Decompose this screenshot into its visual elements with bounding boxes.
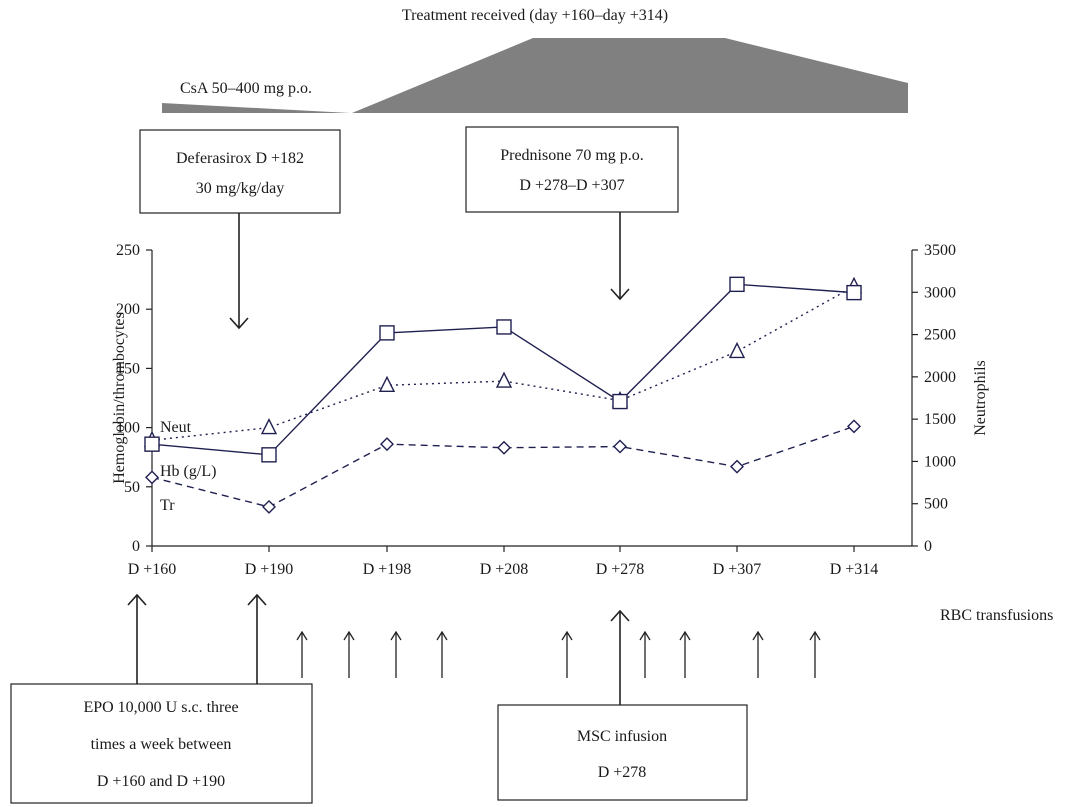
series-line [151, 283, 855, 456]
x-tick-label: D +208 [480, 561, 529, 578]
rbc-arrow-head [561, 630, 573, 641]
epo-callout: EPO 10,000 U s.c. three times a week bet… [10, 593, 313, 804]
rbc-arrow-head [639, 630, 651, 641]
data-point [847, 419, 861, 434]
right-tick-label: 3000 [924, 284, 956, 301]
series-diamond [145, 419, 861, 514]
data-point [846, 284, 862, 301]
left-tick-label: 50 [124, 479, 140, 496]
prednisone-line-2: D +278–D +307 [519, 177, 624, 194]
series-line [151, 285, 855, 441]
right-tick-label: 1000 [924, 453, 956, 470]
deferasirox-callout: Deferasirox D +182 30 mg/kg/day [139, 129, 341, 330]
left-tick-label: 100 [116, 420, 140, 437]
data-point [496, 319, 512, 335]
deferasirox-line-2: 30 mg/kg/day [196, 180, 284, 197]
data-point [145, 470, 159, 485]
x-tick-label: D +307 [713, 561, 762, 578]
msc-line-1: MSC infusion [577, 728, 667, 745]
csa-dose-band [162, 38, 908, 113]
data-point [728, 341, 746, 359]
x-tick-label: D +198 [363, 561, 412, 578]
left-axis-label: Hemoglobin/thrombocytes [111, 312, 128, 484]
rbc-arrow-head [343, 630, 355, 641]
msc-line-2: D +278 [598, 764, 647, 781]
msc-callout: MSC infusion D +278 [497, 609, 748, 801]
rbc-arrow-head [752, 630, 764, 641]
right-tick-labels: 0 500 1000 1500 2000 2500 3000 3500 [912, 242, 956, 555]
series-triangle [143, 276, 863, 447]
data-point [729, 276, 745, 293]
series-square [144, 276, 862, 463]
rbc-transfusion-arrows [296, 630, 821, 678]
left-tick-labels: 0 50 100 150 200 250 [116, 242, 152, 555]
left-tick-label: 200 [116, 301, 140, 318]
data-point [262, 499, 276, 514]
neut-series-label: Neut [160, 419, 192, 436]
hb-series-label: Hb (g/L) [160, 463, 216, 480]
x-tick-label: D +190 [245, 561, 294, 578]
right-tick-label: 1500 [924, 411, 956, 428]
rbc-arrow-head [296, 630, 308, 641]
chart-axes [151, 250, 913, 547]
rbc-arrow-head [436, 630, 448, 641]
deferasirox-line-1: Deferasirox D +182 [176, 150, 304, 167]
right-tick-label: 0 [924, 538, 932, 555]
right-tick-label: 500 [924, 496, 948, 513]
prednisone-callout: Prednisone 70 mg p.o. D +278–D +307 [465, 126, 679, 301]
right-tick-label: 2000 [924, 369, 956, 386]
data-point [144, 436, 160, 452]
prednisone-line-1: Prednisone 70 mg p.o. [500, 147, 644, 164]
left-tick-label: 250 [116, 242, 140, 259]
right-axis-label: Neutrophils [972, 360, 989, 436]
csa-label: CsA 50–400 mg p.o. [180, 80, 312, 97]
chart-series [143, 276, 863, 514]
x-tick-label: D +278 [596, 561, 645, 578]
right-tick-label: 2500 [924, 327, 956, 344]
series-line [151, 425, 855, 508]
epo-line-2: times a week between [91, 736, 232, 753]
rbc-arrow-head [679, 630, 691, 641]
data-point [613, 439, 627, 454]
treatment-title: Treatment received (day +160–day +314) [402, 7, 668, 24]
epo-line-3: D +160 and D +190 [97, 773, 225, 790]
rbc-transfusions-label: RBC transfusions [940, 607, 1053, 624]
x-tick-label: D +160 [128, 561, 177, 578]
data-point [261, 447, 277, 463]
x-tick-labels: D +160 D +190 D +198 D +208 D +278 D +307 D +3… [128, 546, 879, 578]
data-point [497, 440, 511, 455]
data-point [495, 371, 513, 388]
data-point [380, 437, 394, 452]
epo-line-1: EPO 10,000 U s.c. three [83, 699, 238, 716]
rbc-arrow-head [390, 630, 402, 641]
left-tick-label: 0 [132, 538, 140, 555]
data-point [612, 393, 628, 410]
rbc-arrow-head [809, 630, 821, 641]
data-point [730, 459, 744, 474]
right-tick-label: 3500 [924, 242, 956, 259]
tr-series-label: Tr [160, 497, 175, 514]
data-point [260, 418, 278, 435]
x-tick-label: D +314 [830, 561, 879, 578]
left-tick-label: 150 [116, 360, 140, 377]
data-point [379, 325, 395, 341]
data-point [378, 375, 396, 393]
